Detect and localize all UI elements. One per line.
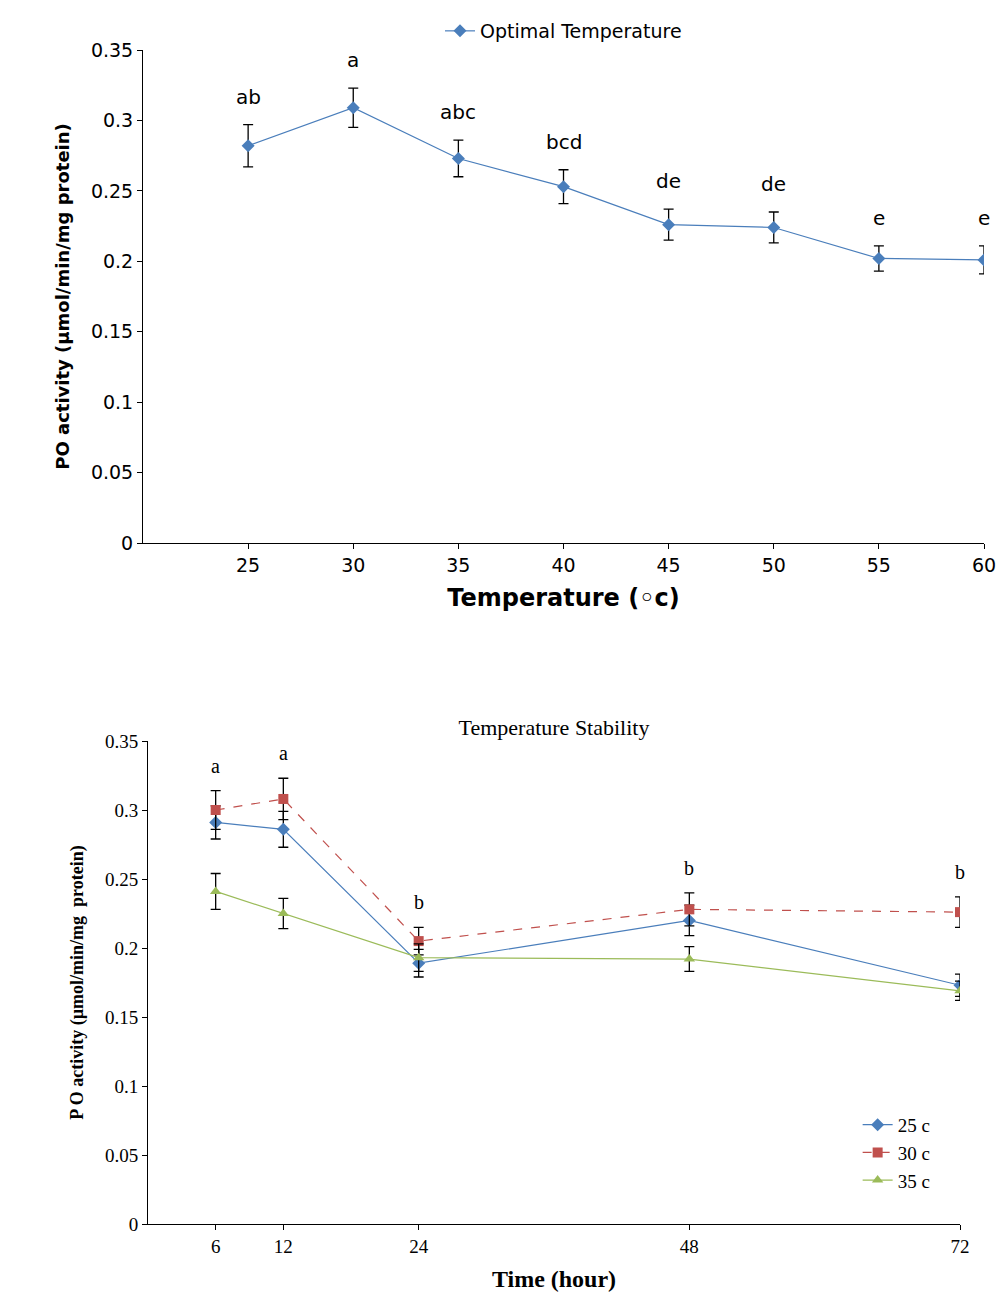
- svg-text:35 c: 35 c: [898, 1171, 930, 1192]
- svg-text:b: b: [684, 857, 694, 879]
- svg-text:0.2: 0.2: [103, 250, 133, 272]
- svg-text:50: 50: [762, 554, 786, 576]
- svg-text:6: 6: [211, 1236, 221, 1257]
- svg-text:25: 25: [236, 554, 260, 576]
- svg-text:a: a: [279, 742, 288, 764]
- svg-text:30 c: 30 c: [898, 1143, 930, 1164]
- svg-text:de: de: [656, 169, 681, 193]
- svg-text:ab: ab: [236, 85, 261, 109]
- svg-text:e: e: [873, 206, 885, 230]
- svg-text:b: b: [414, 891, 424, 913]
- svg-text:12: 12: [274, 1236, 293, 1257]
- svg-text:55: 55: [867, 554, 891, 576]
- svg-text:0.1: 0.1: [103, 391, 133, 413]
- svg-text:0.35: 0.35: [91, 39, 133, 61]
- svg-text:P O activity (µmol/min/mg pro: P O activity (µmol/min/mg protein): [67, 845, 88, 1120]
- svg-text:abc: abc: [440, 100, 476, 124]
- svg-text:0.15: 0.15: [91, 320, 133, 342]
- svg-text:24: 24: [409, 1236, 429, 1257]
- svg-text:de: de: [761, 172, 786, 196]
- svg-text:a: a: [211, 755, 220, 777]
- svg-text:0.3: 0.3: [114, 800, 138, 821]
- svg-text:0.25: 0.25: [105, 869, 138, 890]
- svg-text:Optimal Temperature: Optimal Temperature: [480, 20, 682, 42]
- svg-text:0.2: 0.2: [114, 938, 138, 959]
- svg-text:40: 40: [551, 554, 575, 576]
- svg-text:PO activity (µmol/min/mg prote: PO activity (µmol/min/mg protein): [52, 123, 73, 470]
- svg-text:48: 48: [680, 1236, 699, 1257]
- svg-text:45: 45: [657, 554, 681, 576]
- svg-text:60: 60: [972, 554, 996, 576]
- svg-text:0: 0: [129, 1214, 139, 1235]
- svg-text:a: a: [347, 48, 359, 72]
- svg-text:0.3: 0.3: [103, 109, 133, 131]
- svg-text:30: 30: [341, 554, 365, 576]
- svg-text:0.05: 0.05: [105, 1145, 138, 1166]
- svg-text:72: 72: [951, 1236, 970, 1257]
- svg-text:0.25: 0.25: [91, 180, 133, 202]
- svg-text:Time (hour): Time (hour): [492, 1266, 616, 1292]
- svg-text:0.35: 0.35: [105, 731, 138, 752]
- svg-text:0: 0: [121, 532, 133, 554]
- svg-text:0.1: 0.1: [114, 1076, 138, 1097]
- svg-text:Temperature Stability: Temperature Stability: [459, 715, 650, 740]
- svg-text:0.15: 0.15: [105, 1007, 138, 1028]
- svg-text:0.05: 0.05: [91, 461, 133, 483]
- svg-text:bcd: bcd: [546, 130, 582, 154]
- svg-text:e: e: [978, 206, 990, 230]
- svg-text:35: 35: [446, 554, 470, 576]
- svg-text:b: b: [955, 861, 965, 883]
- svg-text:Temperature (◦c): Temperature (◦c): [447, 584, 680, 612]
- svg-text:25 c: 25 c: [898, 1115, 930, 1136]
